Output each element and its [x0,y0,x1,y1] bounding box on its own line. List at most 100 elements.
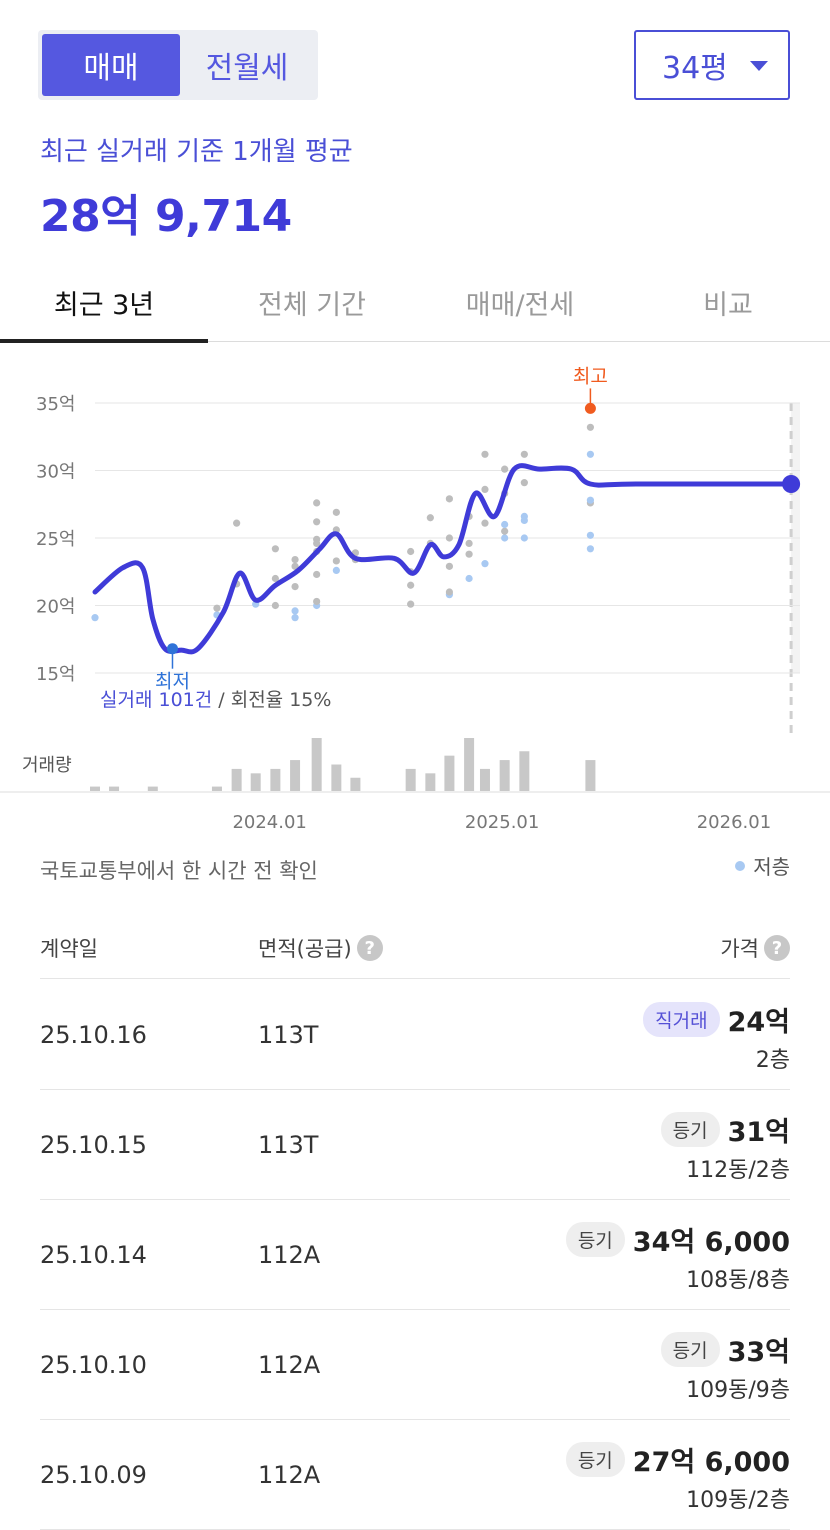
y-tick-label: 30억 [36,462,75,483]
transaction-dot [291,583,299,591]
transaction-dot [407,600,415,608]
transaction-table-header: 계약일 면적(공급) ? 가격 ? [40,925,790,979]
transaction-dot [291,607,299,615]
transaction-dot [465,539,473,547]
transaction-dot [271,601,279,610]
average-price-value: 28억 9,714 [40,191,292,242]
table-row[interactable]: 25.10.14 112A 등기 34억 6,000 108동/8층 [40,1200,790,1310]
volume-bar [350,777,361,791]
transaction-dot [291,614,299,622]
row-price-line: 등기 33억 [660,1330,790,1369]
transaction-dot [445,562,454,570]
rent-tab-button[interactable]: 전월세 [205,51,289,86]
min-point-dot [166,643,178,655]
volume-bar [405,768,416,791]
header-contract-date: 계약일 [40,937,98,961]
transaction-dot [501,534,509,542]
transaction-dot [465,550,473,558]
volume-bar [270,768,281,791]
transaction-dot [520,516,528,525]
row-price: 31억 [727,1117,790,1148]
tab-compare[interactable]: 비교 [703,289,753,321]
volume-bar [231,768,242,791]
max-point-dot [584,402,596,414]
volume-bar [499,760,510,791]
transaction-dot [313,570,321,579]
tab-all-period[interactable]: 전체 기간 [258,289,366,321]
area-size-value: 34평 [662,51,728,86]
transaction-dot [445,588,454,596]
average-price-label: 최근 실거래 기준 1개월 평균 [40,137,353,167]
help-icon[interactable]: ? [356,935,383,961]
transaction-dot [520,479,528,487]
volume-bar [519,751,530,791]
transaction-dot [481,485,489,493]
row-date: 25.10.14 [40,1241,147,1269]
transaction-dot [407,547,415,556]
transaction-dot [332,557,340,565]
row-date: 25.10.10 [40,1351,147,1379]
transaction-dot [445,534,454,542]
table-row[interactable]: 25.10.15 113T 등기 31억 112동/2층 [40,1090,790,1200]
sale-tab-button[interactable]: 매매 [42,34,180,96]
data-source-note: 국토교통부에서 한 시간 전 확인 [40,859,318,883]
table-row[interactable]: 25.10.10 112A 등기 33억 109동/9층 [40,1310,790,1420]
transaction-dot [91,614,99,622]
volume-bar [464,738,475,791]
header-area: 면적(공급) ? [258,933,383,963]
transaction-dot [313,597,321,606]
volume-bar [479,768,490,791]
period-tabs: 최근 3년 전체 기간 매매/전세 비교 [0,262,830,343]
x-tick-label: 2025.01 [465,812,539,833]
row-floor: 109동/9층 [686,1378,790,1403]
row-price: 34억 6,000 [632,1227,790,1258]
transaction-dot [332,508,340,516]
row-price: 33억 [727,1337,790,1368]
average-price-line [92,463,794,655]
transaction-dot [313,518,321,526]
row-area: 112A [258,1241,321,1269]
transaction-dot [481,450,489,458]
row-price-line: 등기 27억 6,000 [565,1440,790,1479]
row-price-line: 직거래 24억 [643,1000,790,1039]
row-date: 25.10.16 [40,1021,147,1049]
tab-recent-3-years[interactable]: 최근 3년 [53,289,155,321]
registered-badge: 등기 [565,1442,625,1477]
table-row[interactable]: 25.10.09 112A 등기 27억 6,000 109동/2층 [40,1420,790,1530]
transaction-dot [465,574,473,583]
y-tick-label: 15억 [36,664,75,685]
header-area-label: 면적(공급) [258,937,352,961]
row-floor: 112동/2층 [686,1158,790,1183]
direct-deal-badge: 직거래 [643,1002,720,1037]
registered-badge: 등기 [660,1332,720,1367]
table-row[interactable]: 25.10.16 113T 직거래 24억 2층 [40,980,790,1090]
header-price-label: 가격 [720,937,759,961]
row-floor: 108동/8층 [686,1268,790,1293]
row-price-line: 등기 31억 [660,1110,790,1149]
volume-bar [250,773,261,791]
row-area: 113T [258,1021,319,1049]
row-date: 25.10.15 [40,1131,147,1159]
x-tick-label: 2024.01 [232,812,306,833]
transaction-dot [291,562,299,570]
transaction-dot [501,527,509,535]
row-floor: 109동/2층 [686,1488,790,1513]
volume-bar [425,773,436,791]
transaction-dot [501,465,509,473]
transaction-summary: 실거래 101건 / 회전율 15% [100,689,331,711]
tab-sale-jeonse[interactable]: 매매/전세 [465,289,575,321]
volume-bar [211,786,222,791]
current-price-dot [782,475,801,493]
volume-bar [444,755,455,791]
row-area: 112A [258,1351,321,1379]
area-size-select[interactable]: 34평 [634,30,790,100]
transaction-dot [332,566,340,574]
active-tab-underline [0,339,208,343]
transaction-count: 실거래 101건 [100,689,212,711]
registered-badge: 등기 [660,1112,720,1147]
help-icon[interactable]: ? [764,935,790,961]
row-price: 24억 [727,1007,790,1038]
volume-bar [311,738,322,791]
y-tick-label: 25억 [36,529,75,550]
volume-bar [109,786,120,791]
